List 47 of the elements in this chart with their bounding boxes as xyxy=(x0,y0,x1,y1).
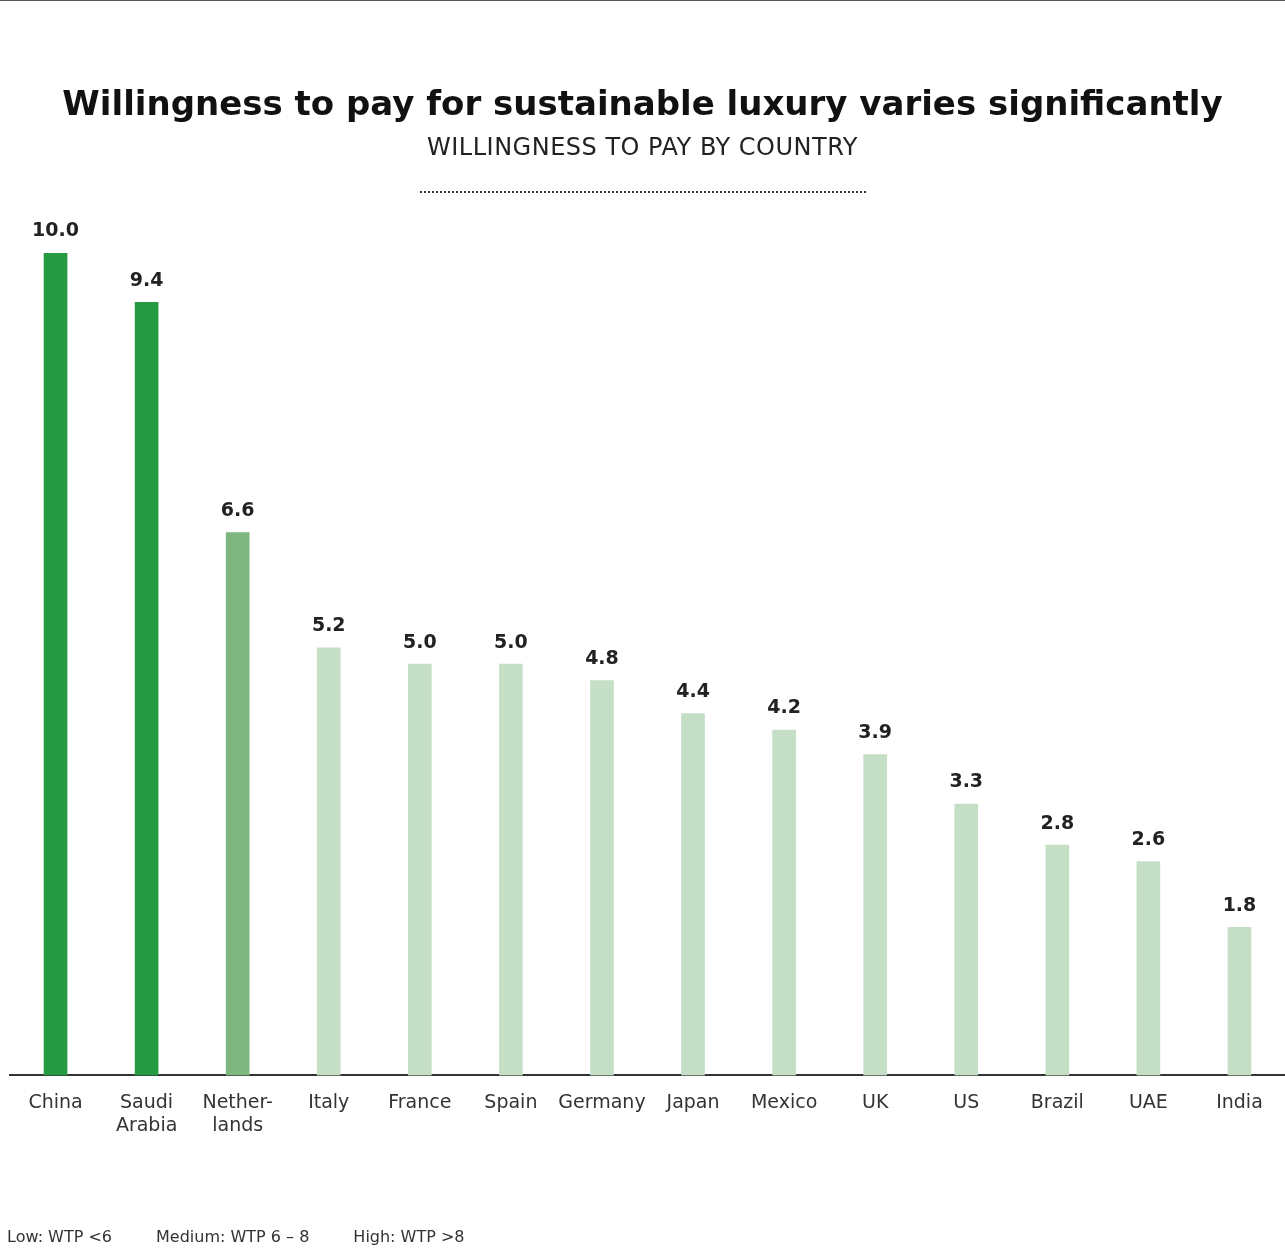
bar xyxy=(954,803,979,1076)
text: Low: WTP <6 xyxy=(7,1227,113,1246)
bar xyxy=(590,680,614,1076)
data-label: 5.0 xyxy=(494,629,528,652)
data-label: 5.0 xyxy=(402,629,437,652)
data-label: 3.3 xyxy=(949,769,984,792)
data-label: 1.8 xyxy=(1222,892,1257,915)
x-tick-label: Nether-lands xyxy=(202,1089,273,1135)
bar xyxy=(134,302,159,1076)
text: High: WTP >8 xyxy=(353,1227,465,1246)
x-tick-label: India xyxy=(1216,1089,1263,1112)
x-tick-label: Saudi Arabia xyxy=(115,1089,178,1135)
data-label: 2.8 xyxy=(1040,810,1075,833)
data-label: 4.8 xyxy=(585,646,619,669)
data-label: 4.4 xyxy=(676,678,710,701)
data-label: 2.6 xyxy=(1131,827,1166,850)
bar xyxy=(1227,927,1252,1076)
bar xyxy=(1045,844,1070,1076)
x-tick-label: Brazil xyxy=(1030,1089,1084,1112)
x-tick-label: Mexico xyxy=(750,1089,818,1112)
bar xyxy=(863,754,888,1076)
bar xyxy=(499,663,523,1076)
bar xyxy=(316,647,341,1076)
bar xyxy=(225,532,250,1076)
data-label: 3.9 xyxy=(858,720,893,743)
data-label: 5.2 xyxy=(311,613,346,636)
x-tick-label: Germany xyxy=(558,1089,646,1112)
x-tick-label: Italy xyxy=(308,1089,350,1112)
data-label: 4.2 xyxy=(767,695,801,718)
x-tick-label: China xyxy=(28,1089,83,1112)
bar xyxy=(407,663,432,1076)
x-tick-label: UK xyxy=(861,1089,889,1112)
data-label: 10.0 xyxy=(32,218,79,241)
x-tick-label: US xyxy=(953,1089,980,1112)
x-tick-label: Japan xyxy=(665,1089,720,1112)
bar xyxy=(1136,861,1161,1076)
bar xyxy=(43,253,68,1076)
chart-title: Willingness to pay for sustainable luxury varies significantly xyxy=(61,83,1224,123)
data-label: 9.4 xyxy=(129,267,164,290)
bar xyxy=(772,729,796,1076)
x-tick-label: France xyxy=(388,1089,452,1112)
chart-subtitle: WILLINGNESS TO PAY BY COUNTRY xyxy=(426,133,859,161)
data-label: 6.6 xyxy=(220,498,255,521)
text: Medium: WTP 6 – 8 xyxy=(156,1227,310,1246)
bar xyxy=(681,713,705,1076)
x-tick-label: Spain xyxy=(484,1089,538,1112)
x-tick-label: UAE xyxy=(1128,1089,1168,1112)
